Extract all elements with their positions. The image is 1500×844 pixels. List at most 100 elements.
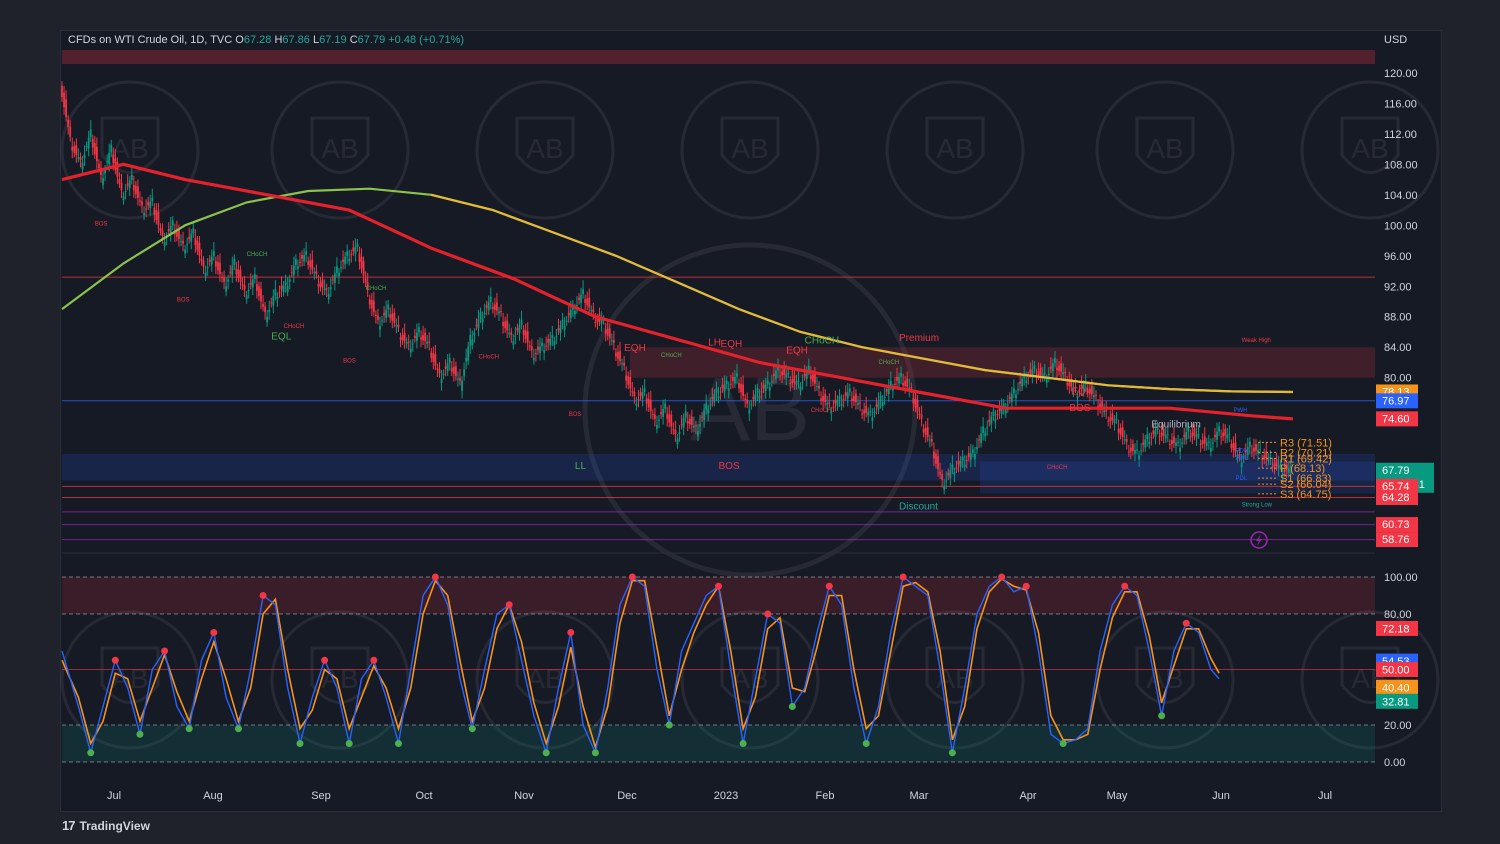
candle-body <box>399 337 402 340</box>
symbol-title[interactable]: CFDs on WTI Crude Oil, 1D, TVC <box>68 34 233 46</box>
candle-body <box>1107 421 1110 423</box>
candle-body <box>1045 379 1048 384</box>
candle-body <box>251 279 254 288</box>
candle-body <box>604 329 607 334</box>
sma-short-line[interactable] <box>61 162 1294 421</box>
candle-body <box>1253 447 1255 452</box>
candle-body <box>323 288 326 291</box>
candle-body <box>1242 457 1245 459</box>
candle-body <box>344 256 347 265</box>
price-axis[interactable]: 120.00 116.00 112.00 108.00 104.00 100.00 96.0… <box>1376 68 1434 548</box>
candle-body <box>643 388 646 392</box>
candle-body <box>270 302 273 304</box>
candle-body <box>204 272 207 277</box>
candle-body <box>746 399 749 404</box>
candle-body <box>1279 464 1282 466</box>
candle-body <box>1103 410 1106 413</box>
candle-body <box>535 353 537 355</box>
candle-body <box>850 398 853 401</box>
candle-body <box>1060 363 1063 372</box>
time-axis[interactable]: Jul Aug Sep Oct Nov Dec 2023 Feb Mar Apr May Jun Jul <box>107 790 1332 802</box>
currency-label[interactable]: USD <box>1384 34 1408 46</box>
candle-body <box>116 162 119 177</box>
candle-body <box>980 433 982 443</box>
candle-body <box>452 367 455 374</box>
pivot-label: R3 (71.51) <box>1280 437 1332 449</box>
stoch-bull-dot <box>1158 712 1166 720</box>
time-tick-label: Mar <box>910 790 929 802</box>
candle-body <box>526 331 529 343</box>
candle-body <box>1251 451 1253 453</box>
price-tick-label: 88.00 <box>1384 312 1412 324</box>
candle-body <box>1209 447 1212 452</box>
stoch-k-line[interactable] <box>61 575 1220 756</box>
candle-body <box>1220 436 1223 438</box>
candle-body <box>592 309 595 313</box>
candle-body <box>902 383 905 386</box>
candle-body <box>791 379 794 384</box>
candle-body <box>1070 378 1073 387</box>
candle-body <box>73 146 76 153</box>
candle-body <box>1017 389 1019 391</box>
candle-body <box>1025 380 1028 384</box>
candle-body <box>606 328 609 336</box>
price-label-text: 67.79 <box>1382 465 1410 477</box>
candle-body <box>200 258 203 262</box>
alert-lightning-icon[interactable] <box>1250 531 1268 549</box>
candle-body <box>1255 444 1257 451</box>
candle-body <box>1078 391 1081 393</box>
candle-body <box>742 384 745 397</box>
candle-body <box>276 296 279 300</box>
candle-body <box>192 228 195 234</box>
candle-body <box>506 320 509 331</box>
stoch-value-text: 50.00 <box>1382 665 1410 677</box>
candle-body <box>282 285 285 292</box>
candle-body <box>1166 434 1169 436</box>
candle-body <box>93 142 96 155</box>
annotation-label: LH <box>708 338 721 349</box>
candle-body <box>615 352 617 357</box>
candle-body <box>748 409 751 414</box>
candle-body <box>1179 447 1182 452</box>
candle-body <box>243 285 246 290</box>
candle-body <box>139 200 141 202</box>
candle-body <box>385 309 388 318</box>
stoch-bear-dot <box>505 601 513 609</box>
sma-long-line-yellow <box>431 193 1293 394</box>
stochastic-panel[interactable]: 100.0080.0020.000.0072.1854.5350.0040.40… <box>61 572 1418 769</box>
stoch-bear-dot <box>1121 582 1129 590</box>
watermark-seal <box>680 80 820 220</box>
candle-body <box>1150 437 1153 439</box>
candle-body <box>906 378 909 387</box>
annotation-label: CHoCH <box>811 408 832 414</box>
candle-body <box>1273 463 1276 467</box>
watermark-seal <box>1095 610 1235 750</box>
candles[interactable] <box>61 81 1292 495</box>
candle-body <box>338 272 340 277</box>
candle-body <box>1175 442 1177 446</box>
candle-body <box>1236 454 1239 456</box>
candle-body <box>327 293 330 300</box>
watermark-seal <box>1095 80 1235 220</box>
candle-body <box>210 256 213 265</box>
candle-body <box>922 428 925 433</box>
time-tick-label: Dec <box>617 790 637 802</box>
candle-body <box>875 404 878 407</box>
candle-body <box>1013 388 1015 394</box>
candle-body <box>432 353 435 362</box>
candle-body <box>1152 430 1155 435</box>
candle-body <box>264 306 267 313</box>
candle-body <box>1265 451 1268 459</box>
candle-body <box>1177 441 1179 443</box>
candle-body <box>510 332 513 336</box>
candle-body <box>91 139 94 148</box>
candle-body <box>231 265 234 276</box>
candle-body <box>362 261 365 276</box>
price-tick-label: 92.00 <box>1384 281 1412 293</box>
candle-body <box>717 396 720 399</box>
annotation-label: EQH <box>624 343 646 354</box>
candle-body <box>61 85 63 98</box>
candle-body <box>637 399 640 401</box>
candle-body <box>814 373 816 384</box>
